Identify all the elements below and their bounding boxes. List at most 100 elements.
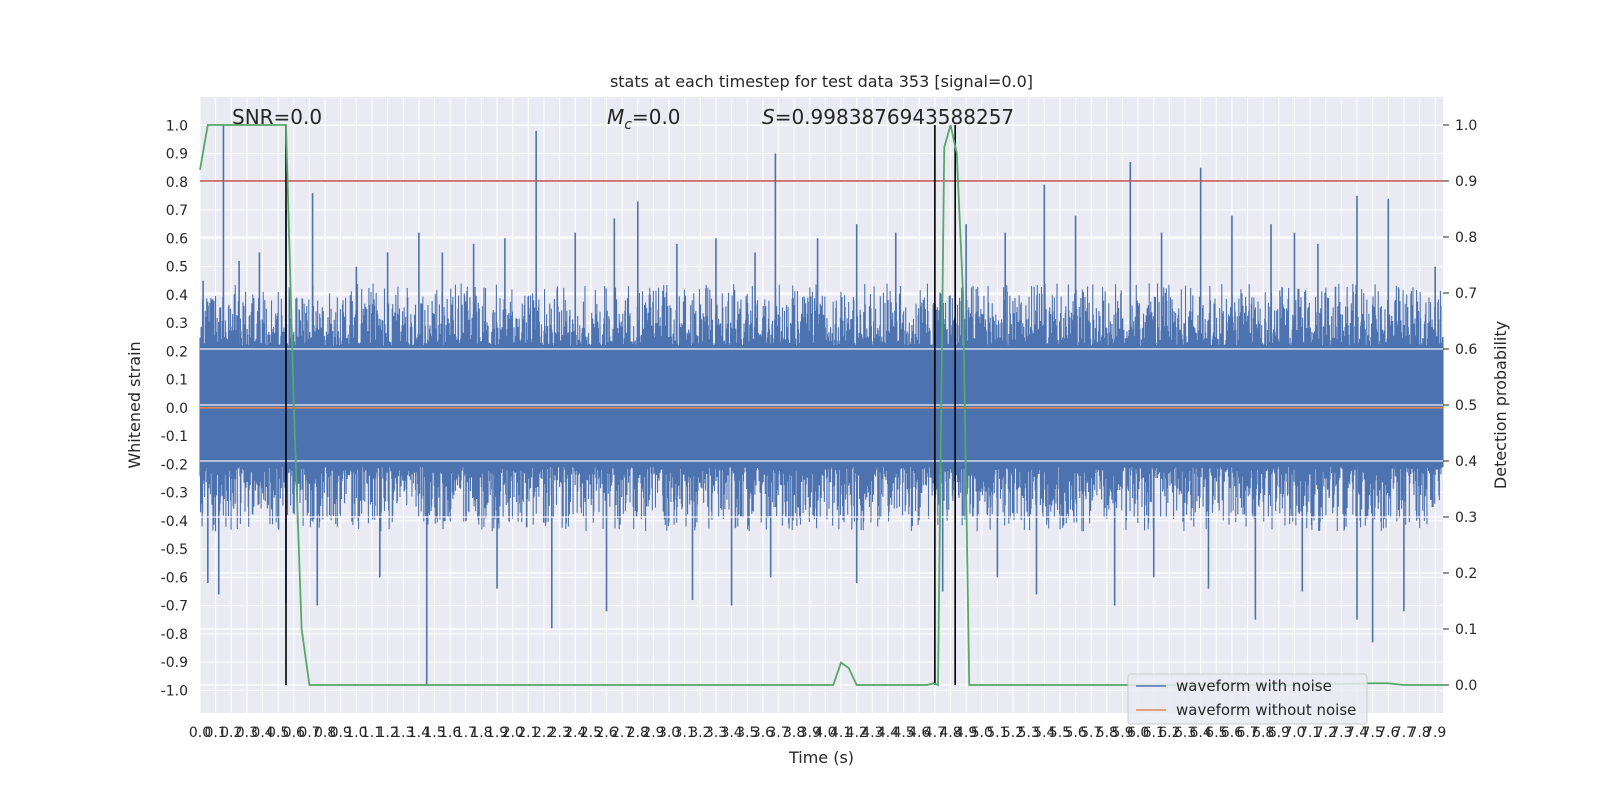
x-tick-label: 6.6 [1221, 725, 1243, 741]
x-tick-label: 7.1 [1299, 725, 1321, 741]
chirp-mass-symbol: M [607, 105, 624, 129]
y-right-tick-label: 0.4 [1455, 454, 1477, 470]
x-tick-label: 2.4 [564, 725, 586, 741]
x-tick-label: 5.5 [1049, 725, 1071, 741]
y-right-tick-label: 0.8 [1455, 230, 1477, 246]
y-tick-label: -0.5 [161, 542, 188, 558]
x-tick-label: 2.1 [517, 725, 539, 741]
x-tick-label: 0.4 [251, 725, 273, 741]
x-tick-label: 3.0 [658, 725, 680, 741]
x-axis-label: Time (s) [788, 748, 854, 767]
y-tick-label: -0.4 [161, 514, 188, 530]
x-tick-label: 4.6 [908, 725, 930, 741]
x-tick-label: 6.8 [1252, 725, 1274, 741]
x-tick-label: 2.3 [548, 725, 570, 741]
x-tick-label: 0.8 [314, 725, 336, 741]
x-tick-label: 6.5 [1205, 725, 1227, 741]
y-tick-label: 0.8 [166, 175, 188, 191]
x-tick-label: 0.2 [220, 725, 242, 741]
legend: waveform with noise waveform without noi… [1127, 673, 1368, 725]
detection-probability-line [199, 124, 1443, 687]
x-tick-label: 5.7 [1080, 725, 1102, 741]
legend-label-waveform-without-noise: waveform without noise [1176, 701, 1356, 719]
x-tick-label: 4.5 [892, 725, 914, 741]
x-tick-label: 6.7 [1236, 725, 1258, 741]
x-tick-label: 4.0 [814, 725, 836, 741]
x-tick-label: 1.7 [455, 725, 477, 741]
x-tick-label: 3.6 [752, 725, 774, 741]
x-tick-label: 6.3 [1174, 725, 1196, 741]
y-right-tick-label: 0.7 [1455, 286, 1477, 302]
chirp-mass-annotation: Mc=0.0 [607, 105, 681, 133]
x-tick-label: 0.3 [236, 725, 258, 741]
x-tick-label: 6.2 [1158, 725, 1180, 741]
y-tick-label: 0.4 [166, 288, 188, 304]
x-tick-label: 5.9 [1111, 725, 1133, 741]
y-tick-label: 0.2 [166, 344, 188, 360]
x-tick-label: 3.3 [705, 725, 727, 741]
y-tick-label: 0.5 [166, 260, 188, 276]
x-tick-label: 4.7 [924, 725, 946, 741]
x-tick-label: 6.1 [1143, 725, 1165, 741]
y-right-tick-label: 0.5 [1455, 398, 1477, 414]
y-tick-label: 0.1 [166, 373, 188, 389]
y-tick-label: 0.9 [166, 147, 188, 163]
score-symbol: S [762, 105, 775, 129]
x-tick-label: 3.9 [799, 725, 821, 741]
x-tick-label: 6.4 [1190, 725, 1212, 741]
y-right-tick-label: 0.0 [1455, 678, 1477, 694]
y-tick-label: -0.2 [161, 457, 188, 473]
x-tick-label: 5.3 [1018, 725, 1040, 741]
y-right-tick-label: 0.2 [1455, 566, 1477, 582]
x-tick-label: 7.6 [1377, 725, 1399, 741]
score-annotation: S=0.9983876943588257 [762, 105, 1014, 129]
x-tick-label: 5.4 [1033, 725, 1055, 741]
y-tick-label: 1.0 [166, 118, 188, 134]
x-axis-ticks: 0.00.10.20.30.40.50.60.70.80.91.01.11.21… [189, 725, 1446, 741]
x-tick-label: 3.8 [783, 725, 805, 741]
x-tick-label: 0.0 [189, 725, 211, 741]
y-right-tick-label: 0.6 [1455, 342, 1477, 358]
x-tick-label: 1.6 [439, 725, 461, 741]
x-tick-label: 7.5 [1362, 725, 1384, 741]
x-tick-label: 0.1 [205, 725, 227, 741]
y-axis-right-label: Detection probability [1491, 321, 1510, 489]
y-tick-label: -1.0 [161, 683, 188, 699]
x-tick-label: 7.0 [1283, 725, 1305, 741]
x-tick-label: 3.2 [689, 725, 711, 741]
y-right-tick-label: 1.0 [1455, 118, 1477, 134]
y-tick-label: -0.9 [161, 655, 188, 671]
y-right-tick-label: 0.9 [1455, 174, 1477, 190]
x-tick-label: 0.7 [298, 725, 320, 741]
x-tick-label: 7.3 [1330, 725, 1352, 741]
x-tick-label: 7.9 [1424, 725, 1446, 741]
y-tick-label: 0.0 [166, 401, 188, 417]
series-layer [199, 124, 1444, 687]
x-tick-label: 2.0 [502, 725, 524, 741]
x-tick-label: 1.3 [392, 725, 414, 741]
x-tick-label: 4.8 [939, 725, 961, 741]
x-tick-label: 5.1 [986, 725, 1008, 741]
left-axis-ticks: 1.0 0.9 0.8 0.7 0.6 0.5 0.4 0.3 0.2 0.1 0.0 -0.1 -0.… [161, 118, 188, 699]
x-tick-label: 2.2 [533, 725, 555, 741]
y-tick-label: -0.3 [161, 486, 188, 502]
x-tick-label: 5.0 [971, 725, 993, 741]
x-tick-label: 5.8 [1096, 725, 1118, 741]
chart-title: stats at each timestep for test data 353… [610, 72, 1033, 91]
x-tick-label: 0.5 [267, 725, 289, 741]
x-tick-label: 7.8 [1408, 725, 1430, 741]
y-tick-label: 0.7 [166, 203, 188, 219]
x-tick-label: 2.8 [627, 725, 649, 741]
x-tick-label: 3.4 [720, 725, 742, 741]
x-tick-label: 5.2 [1002, 725, 1024, 741]
x-tick-label: 6.0 [1127, 725, 1149, 741]
chirp-mass-subscript: c [624, 117, 632, 133]
x-tick-label: 2.6 [595, 725, 617, 741]
y-axis-label: Whitened strain [125, 341, 144, 468]
x-tick-label: 7.2 [1315, 725, 1337, 741]
x-tick-label: 1.0 [345, 725, 367, 741]
x-tick-label: 4.4 [877, 725, 899, 741]
x-tick-label: 7.4 [1346, 725, 1368, 741]
x-tick-label: 1.5 [423, 725, 445, 741]
